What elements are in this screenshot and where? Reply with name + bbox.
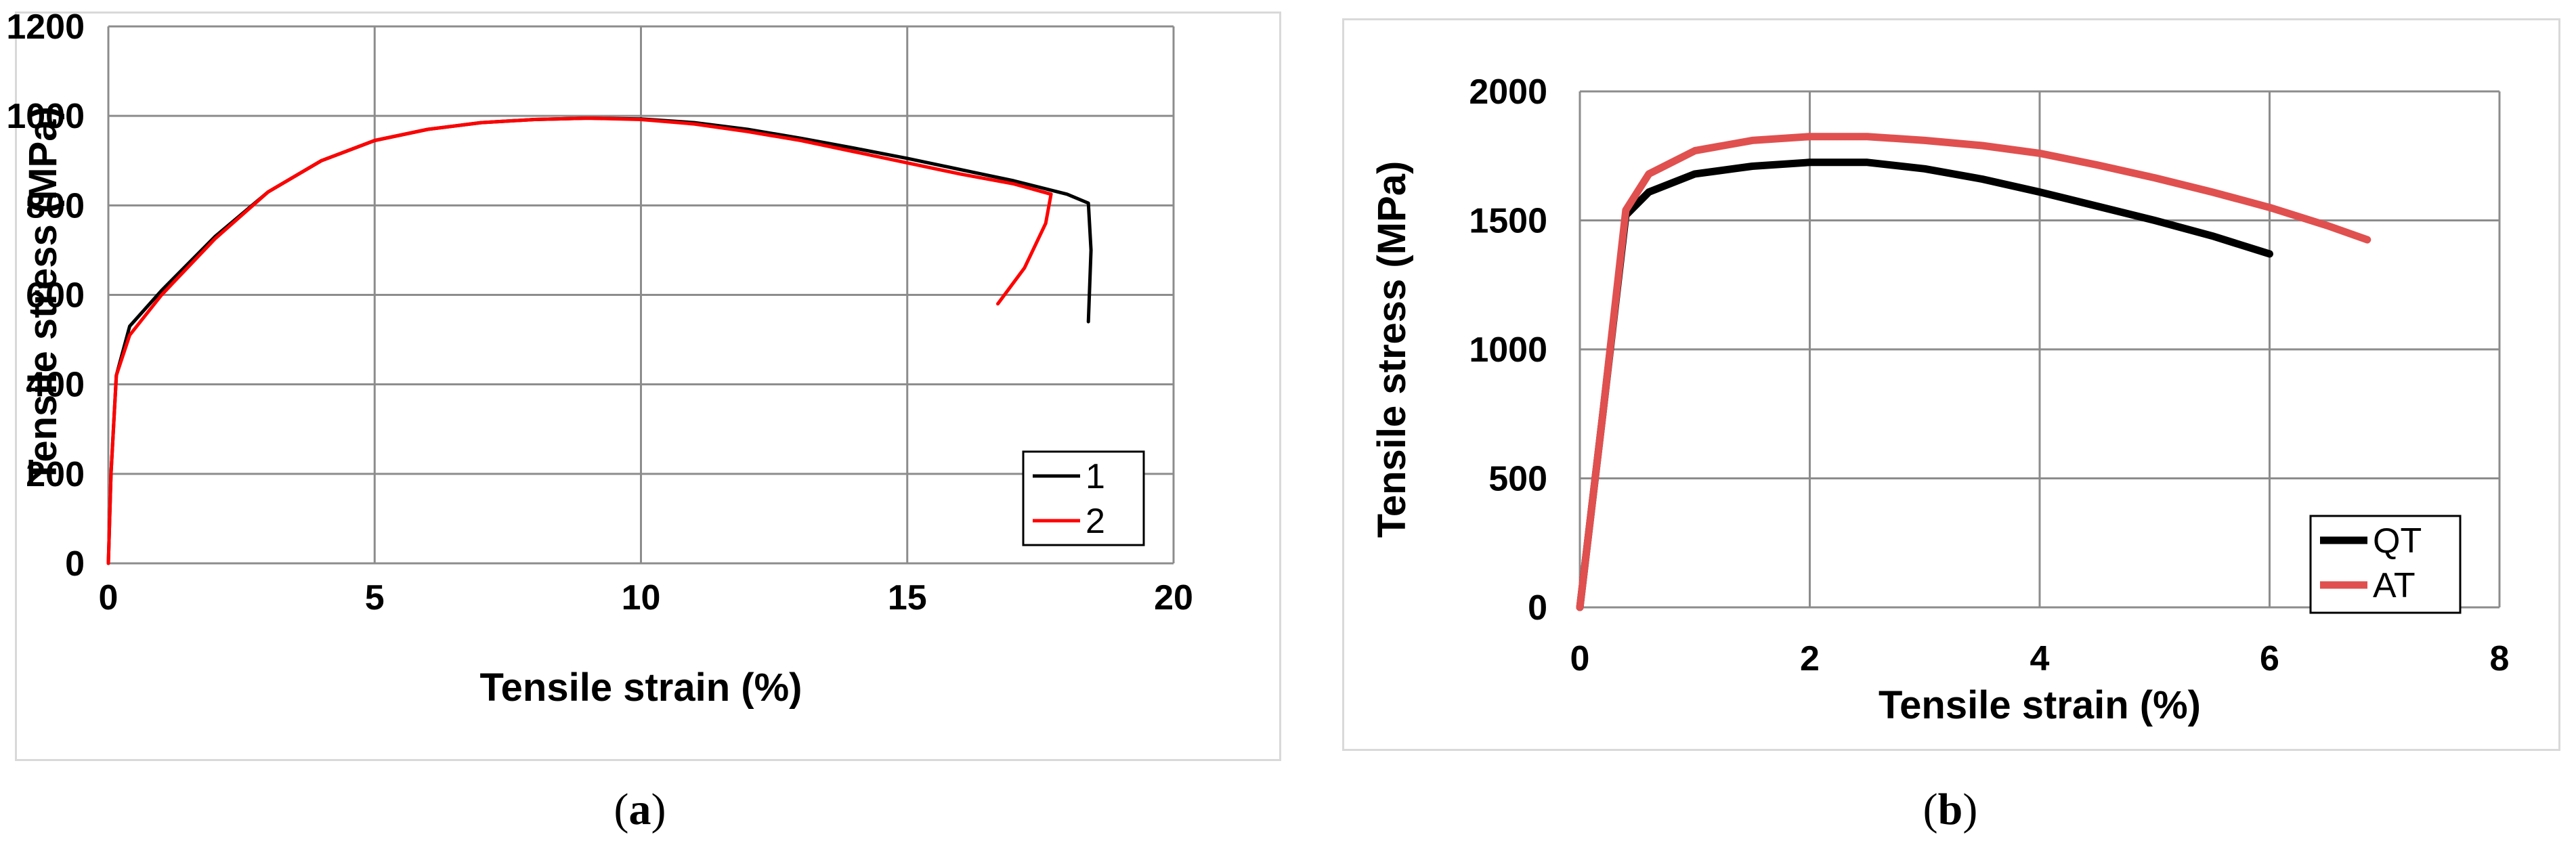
chart-a-legend-box: [1022, 450, 1145, 546]
chart-a-ytick-label: 200: [26, 455, 85, 494]
chart-b-series-line-1: [1576, 158, 2273, 611]
chart-a-xtick-label: 20: [1154, 578, 1193, 618]
chart-b-ytick-label: 1000: [1469, 330, 1547, 370]
chart-a-xtick-label: 0: [99, 578, 119, 618]
chart-a-series-line-1: [106, 116, 1093, 565]
chart-b-ylabel: Tensile stress (MPa): [1370, 161, 1414, 538]
caption-b: (b): [1923, 785, 1978, 834]
chart-b-xtick-label: 2: [1800, 639, 1820, 678]
chart-a-xtick-label: 15: [888, 578, 927, 618]
chart-b-legend-label-2: AT: [2373, 566, 2416, 605]
chart-b-ytick-label: 0: [1528, 588, 1547, 628]
chart-b-xtick-label: 0: [1570, 639, 1590, 678]
chart-b-xtick-label: 8: [2490, 639, 2510, 678]
chart-a-legend-label-1: 1: [1086, 457, 1105, 496]
caption-a: (a): [614, 785, 666, 834]
chart-a-series-line-2: [106, 116, 1053, 565]
chart-b-xlabel: Tensile strain (%): [1879, 683, 2201, 727]
chart-b-series-line-2: [1576, 133, 2371, 611]
chart-a-ytick-label: 600: [26, 276, 85, 316]
chart-a-xtick-label: 5: [365, 578, 385, 618]
chart-b-ytick-label: 2000: [1469, 72, 1547, 112]
chart-b-xtick-label: 4: [2030, 639, 2050, 678]
chart-b-svg: 0 2 4 6 8 0 500 1000 1500 2000 Tensile strain (%) T…: [1370, 72, 2510, 727]
chart-b-xtick-label: 6: [2260, 639, 2279, 678]
chart-panel-b: 0 2 4 6 8 0 500 1000 1500 2000 Tensile strain (%) T…: [1342, 18, 2560, 751]
chart-a-ytick-label: 800: [26, 186, 85, 225]
chart-panel-a: 0 5 10 15 20 0 200 400 600 800 1000 1200 Tensile str…: [6, 7, 1281, 761]
chart-b-legend-label-1: QT: [2373, 521, 2422, 561]
chart-a-ylabel: Tensile stress (MPa): [21, 106, 65, 483]
chart-b-ytick-label: 1500: [1469, 202, 1547, 241]
chart-a-xtick-label: 10: [622, 578, 661, 618]
chart-b-ytick-label: 500: [1488, 460, 1547, 499]
chart-b-legend-box: [2309, 515, 2462, 614]
chart-a-xlabel: Tensile strain (%): [480, 666, 802, 710]
chart-a-ytick-label: 0: [65, 544, 85, 584]
chart-a-ytick-label: 1200: [6, 7, 85, 47]
chart-a-ytick-label: 1000: [6, 97, 85, 136]
chart-a-ytick-label: 400: [26, 366, 85, 405]
chart-a-legend-label-2: 2: [1086, 502, 1105, 541]
